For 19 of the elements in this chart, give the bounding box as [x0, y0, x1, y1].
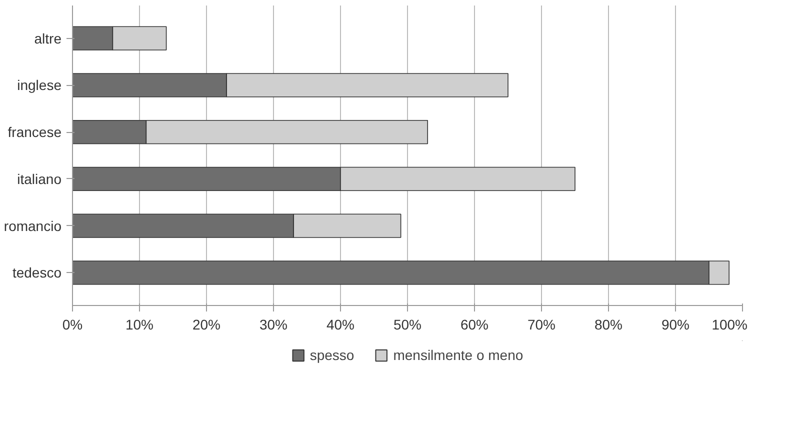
legend-label: mensilmente o meno	[393, 347, 524, 363]
x-tick-label: 100%	[712, 316, 748, 332]
x-tick-label: 40%	[326, 316, 355, 332]
x-tick-label: 50%	[393, 316, 422, 332]
x-tick-label: 10%	[125, 316, 154, 332]
y-tick-label: inglese	[17, 77, 62, 94]
x-tick-label: 30%	[259, 316, 288, 332]
x-tick-label: 0%	[62, 316, 83, 332]
y-tick-label: tedesco	[12, 264, 62, 281]
y-tick-label: italiano	[17, 170, 62, 187]
y-tick-label: romancio	[4, 218, 62, 234]
x-tick-label: 70%	[527, 316, 556, 332]
legend-label: spesso	[310, 347, 354, 363]
x-tick-label: 80%	[594, 316, 623, 332]
y-tick-label: altre	[34, 30, 62, 46]
y-tick-label: francese	[8, 124, 62, 140]
x-tick-label: 60%	[460, 316, 489, 332]
x-tick-label: 20%	[192, 316, 221, 332]
x-tick-label: 90%	[661, 316, 690, 332]
